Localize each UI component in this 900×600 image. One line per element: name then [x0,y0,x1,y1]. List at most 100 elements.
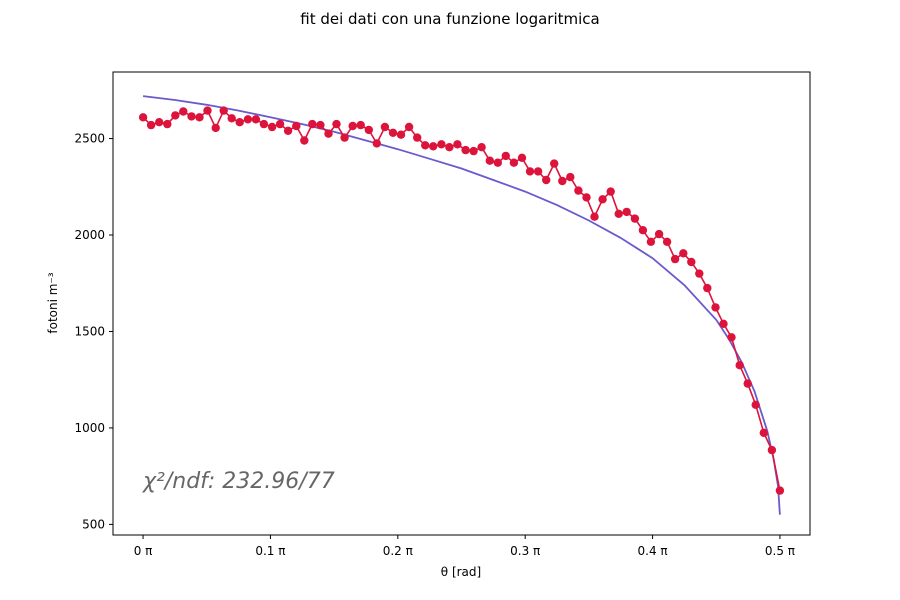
x-axis-label: θ [rad] [441,565,481,579]
data-point [138,113,148,122]
data-point [187,112,196,121]
data-point [574,186,583,195]
chi-square-annotation: χ²/ndf: 232.96/77 [142,469,335,494]
data-point [477,143,486,152]
data-point [662,237,672,246]
data-point [292,121,301,131]
data-point [622,207,631,217]
data-point [542,175,551,185]
x-tick-label: 0.3 π [510,544,540,558]
x-tick-label: 0.2 π [383,544,413,558]
data-point [195,113,204,122]
data-point [340,133,349,142]
y-tick-label: 500 [82,517,105,531]
plot-frame [112,71,811,536]
plot-area [112,71,811,536]
data-point [711,303,720,312]
x-axis-ticks: 0 π 0.1 π 0.2 π 0.3 π 0.4 π 0.5 π [134,535,795,558]
data-point [679,249,688,258]
data-point [558,176,567,186]
y-tick-label: 2500 [74,132,105,146]
data-point [606,187,615,196]
data-point [735,361,744,370]
data-point [251,115,261,124]
data-point [275,119,285,129]
data-point [179,107,188,116]
data-point [388,128,398,137]
data-point [372,139,381,148]
data-point [171,111,180,120]
data-point [300,136,309,145]
data-point [146,120,156,130]
data-point [614,209,623,218]
data-point [566,172,575,182]
data-point [743,379,752,388]
data-point [759,428,768,437]
data-point [654,229,664,239]
data-point [235,118,244,127]
y-tick-label: 1500 [74,324,105,338]
data-point [687,257,696,267]
data-point [517,153,527,162]
data-point [421,141,430,150]
data-point [525,167,535,176]
data-point [155,118,164,127]
data-point [703,283,712,293]
data-point [259,119,269,129]
data-point [485,156,494,165]
data-point [695,269,704,278]
data-point [630,214,640,223]
data-point [767,445,777,455]
data-point [550,159,559,168]
data-point [453,140,462,149]
data-point [437,140,446,149]
data-point [638,226,648,235]
data-point [461,145,470,155]
data-point [283,126,293,135]
data-point [211,123,220,133]
data-point [582,193,591,202]
data-point [324,129,333,138]
data-point [316,120,325,130]
data-point [203,106,212,115]
data-point [670,254,680,264]
data-point [380,122,390,132]
data-point [332,119,341,129]
chart-title: fit dei dati con una funzione logaritmic… [300,10,600,28]
data-point [267,122,277,132]
data-point [219,106,228,115]
data-point [533,167,543,176]
data-point [308,119,317,129]
data-point [509,158,519,167]
data-point [501,151,510,161]
data-point [348,121,357,131]
x-tick-label: 0.4 π [638,544,668,558]
x-tick-label: 0 π [134,544,153,558]
data-point [356,120,365,130]
data-point [469,146,478,156]
data-point [396,130,406,139]
y-axis-label: fotoni m⁻³ [46,272,60,333]
fit-curve [142,95,781,515]
data-point [598,195,607,204]
x-tick-label: 0.1 π [255,544,285,558]
data-point [429,142,438,151]
y-tick-label: 1000 [74,421,105,435]
data-point [163,119,172,129]
data-point [243,115,253,124]
data-point [590,212,599,221]
data-points [138,106,785,495]
x-tick-label: 0.5 π [765,544,795,558]
data-point [775,486,785,495]
y-axis-ticks: 500 1000 1500 2000 2500 [74,132,113,531]
data-point [719,319,728,328]
data-point [493,158,502,167]
y-tick-label: 2000 [74,228,105,242]
data-point [646,237,656,246]
data-point [751,400,760,409]
data-point [404,122,414,132]
data-point [227,114,236,123]
data-point [727,333,736,342]
